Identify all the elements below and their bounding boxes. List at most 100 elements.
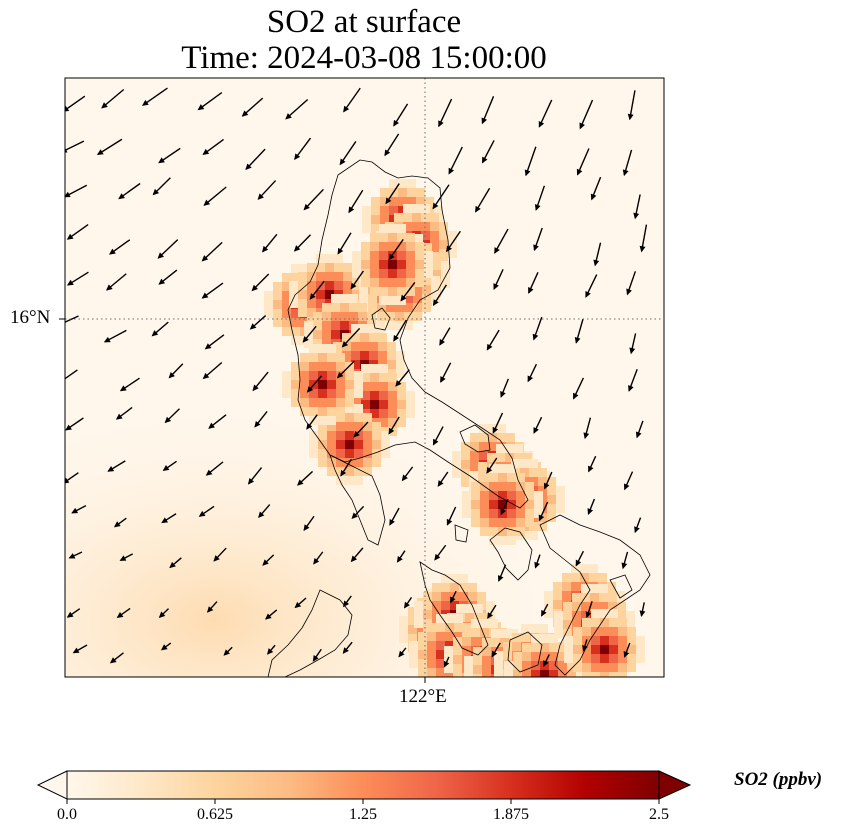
so2-cell xyxy=(617,611,626,620)
so2-cell xyxy=(397,400,406,409)
so2-cell xyxy=(342,333,351,342)
so2-cell xyxy=(327,344,336,353)
wind-arrowhead xyxy=(160,644,168,651)
wind-arrowhead xyxy=(351,512,358,520)
so2-cell xyxy=(345,389,354,398)
so2-cell xyxy=(618,636,627,645)
so2-cell xyxy=(327,458,336,467)
so2-cell xyxy=(399,616,408,625)
wind-arrowhead xyxy=(341,341,349,348)
so2-cell xyxy=(454,614,463,623)
so2-cell xyxy=(473,665,482,674)
so2-cell xyxy=(370,382,379,391)
so2-cell xyxy=(607,582,616,591)
so2-cell xyxy=(454,677,463,686)
so2-cell xyxy=(521,678,530,687)
so2-cell xyxy=(529,477,538,486)
so2-cell xyxy=(430,240,439,249)
so2-cell xyxy=(489,536,498,545)
colorbar-tick-label: 1.25 xyxy=(349,806,377,823)
so2-cell xyxy=(521,633,530,642)
wind-arrowhead xyxy=(527,375,534,383)
so2-cell xyxy=(304,321,313,330)
wind-arrowhead xyxy=(141,99,149,106)
wind-arrowhead xyxy=(622,169,629,177)
wind-arrowhead xyxy=(432,299,439,307)
so2-cell xyxy=(567,688,576,697)
so2-cell xyxy=(520,459,529,468)
so2-cell xyxy=(354,449,363,458)
so2-cell xyxy=(379,391,388,400)
so2-cell xyxy=(404,321,413,330)
so2-cell xyxy=(558,697,567,706)
wind-arrowhead xyxy=(493,283,499,291)
so2-cell xyxy=(480,527,489,536)
so2-cell xyxy=(349,312,358,321)
so2-cell xyxy=(503,651,512,660)
wind-arrowhead xyxy=(475,205,481,213)
so2-cell xyxy=(576,670,585,677)
so2-cell xyxy=(486,601,495,610)
plot-frame xyxy=(64,77,665,678)
wind-arrowhead xyxy=(106,284,113,291)
wind-arrowhead xyxy=(109,657,117,664)
so2-cell xyxy=(468,583,477,592)
so2-cell xyxy=(516,527,525,536)
so2-cell xyxy=(609,627,618,636)
so2-cell xyxy=(454,686,463,695)
wind-arrowhead xyxy=(541,609,547,617)
so2-cell xyxy=(264,291,273,300)
so2-cell xyxy=(470,442,479,451)
so2-cell xyxy=(549,706,558,715)
so2-cell xyxy=(464,665,473,674)
so2-cell xyxy=(452,469,461,478)
wind-arrowhead xyxy=(65,105,70,112)
so2-cell xyxy=(432,270,441,279)
so2-cell xyxy=(289,299,298,308)
wind-arrowhead xyxy=(293,245,301,252)
so2-cell xyxy=(309,449,318,458)
wind-arrowhead xyxy=(497,575,504,582)
so2-cell xyxy=(318,371,327,380)
so2-cell xyxy=(352,281,361,290)
so2-cell xyxy=(361,251,370,260)
wind-arrowhead xyxy=(432,438,439,446)
so2-cell xyxy=(539,624,548,633)
so2-cell xyxy=(500,701,509,710)
so2-cell xyxy=(497,424,506,433)
so2-cell xyxy=(406,242,415,251)
so2-cell xyxy=(459,583,468,592)
so2-cell xyxy=(527,683,536,692)
so2-cell xyxy=(345,413,354,422)
so2-cell xyxy=(563,620,572,629)
so2-cell xyxy=(379,364,388,373)
so2-cell xyxy=(462,509,471,518)
so2-cell xyxy=(473,674,482,677)
so2-cell xyxy=(489,619,498,628)
so2-cell xyxy=(413,285,422,294)
so2-cell xyxy=(370,373,379,382)
so2-cell xyxy=(403,213,412,222)
wind-arrowhead xyxy=(582,645,588,652)
so2-cell xyxy=(531,661,540,670)
wind-arrowhead xyxy=(575,559,582,567)
so2-cell xyxy=(482,692,491,701)
so2-cell xyxy=(453,655,462,664)
so2-cell xyxy=(540,652,549,661)
so2-cell xyxy=(616,591,625,600)
so2-cell xyxy=(352,251,361,260)
so2-cell xyxy=(363,413,372,422)
so2-cell xyxy=(397,251,406,260)
so2-cell xyxy=(608,602,617,611)
so2-cell xyxy=(567,679,576,688)
so2-cell xyxy=(404,294,413,303)
so2-cell xyxy=(547,513,556,522)
so2-cell xyxy=(406,391,415,400)
so2-cell xyxy=(554,620,563,629)
so2-cell xyxy=(291,380,300,389)
wind-arrowhead xyxy=(66,611,74,618)
so2-cell xyxy=(522,643,531,652)
wind-arrow xyxy=(525,146,537,176)
so2-cell xyxy=(291,389,300,398)
so2-cell xyxy=(434,206,443,215)
